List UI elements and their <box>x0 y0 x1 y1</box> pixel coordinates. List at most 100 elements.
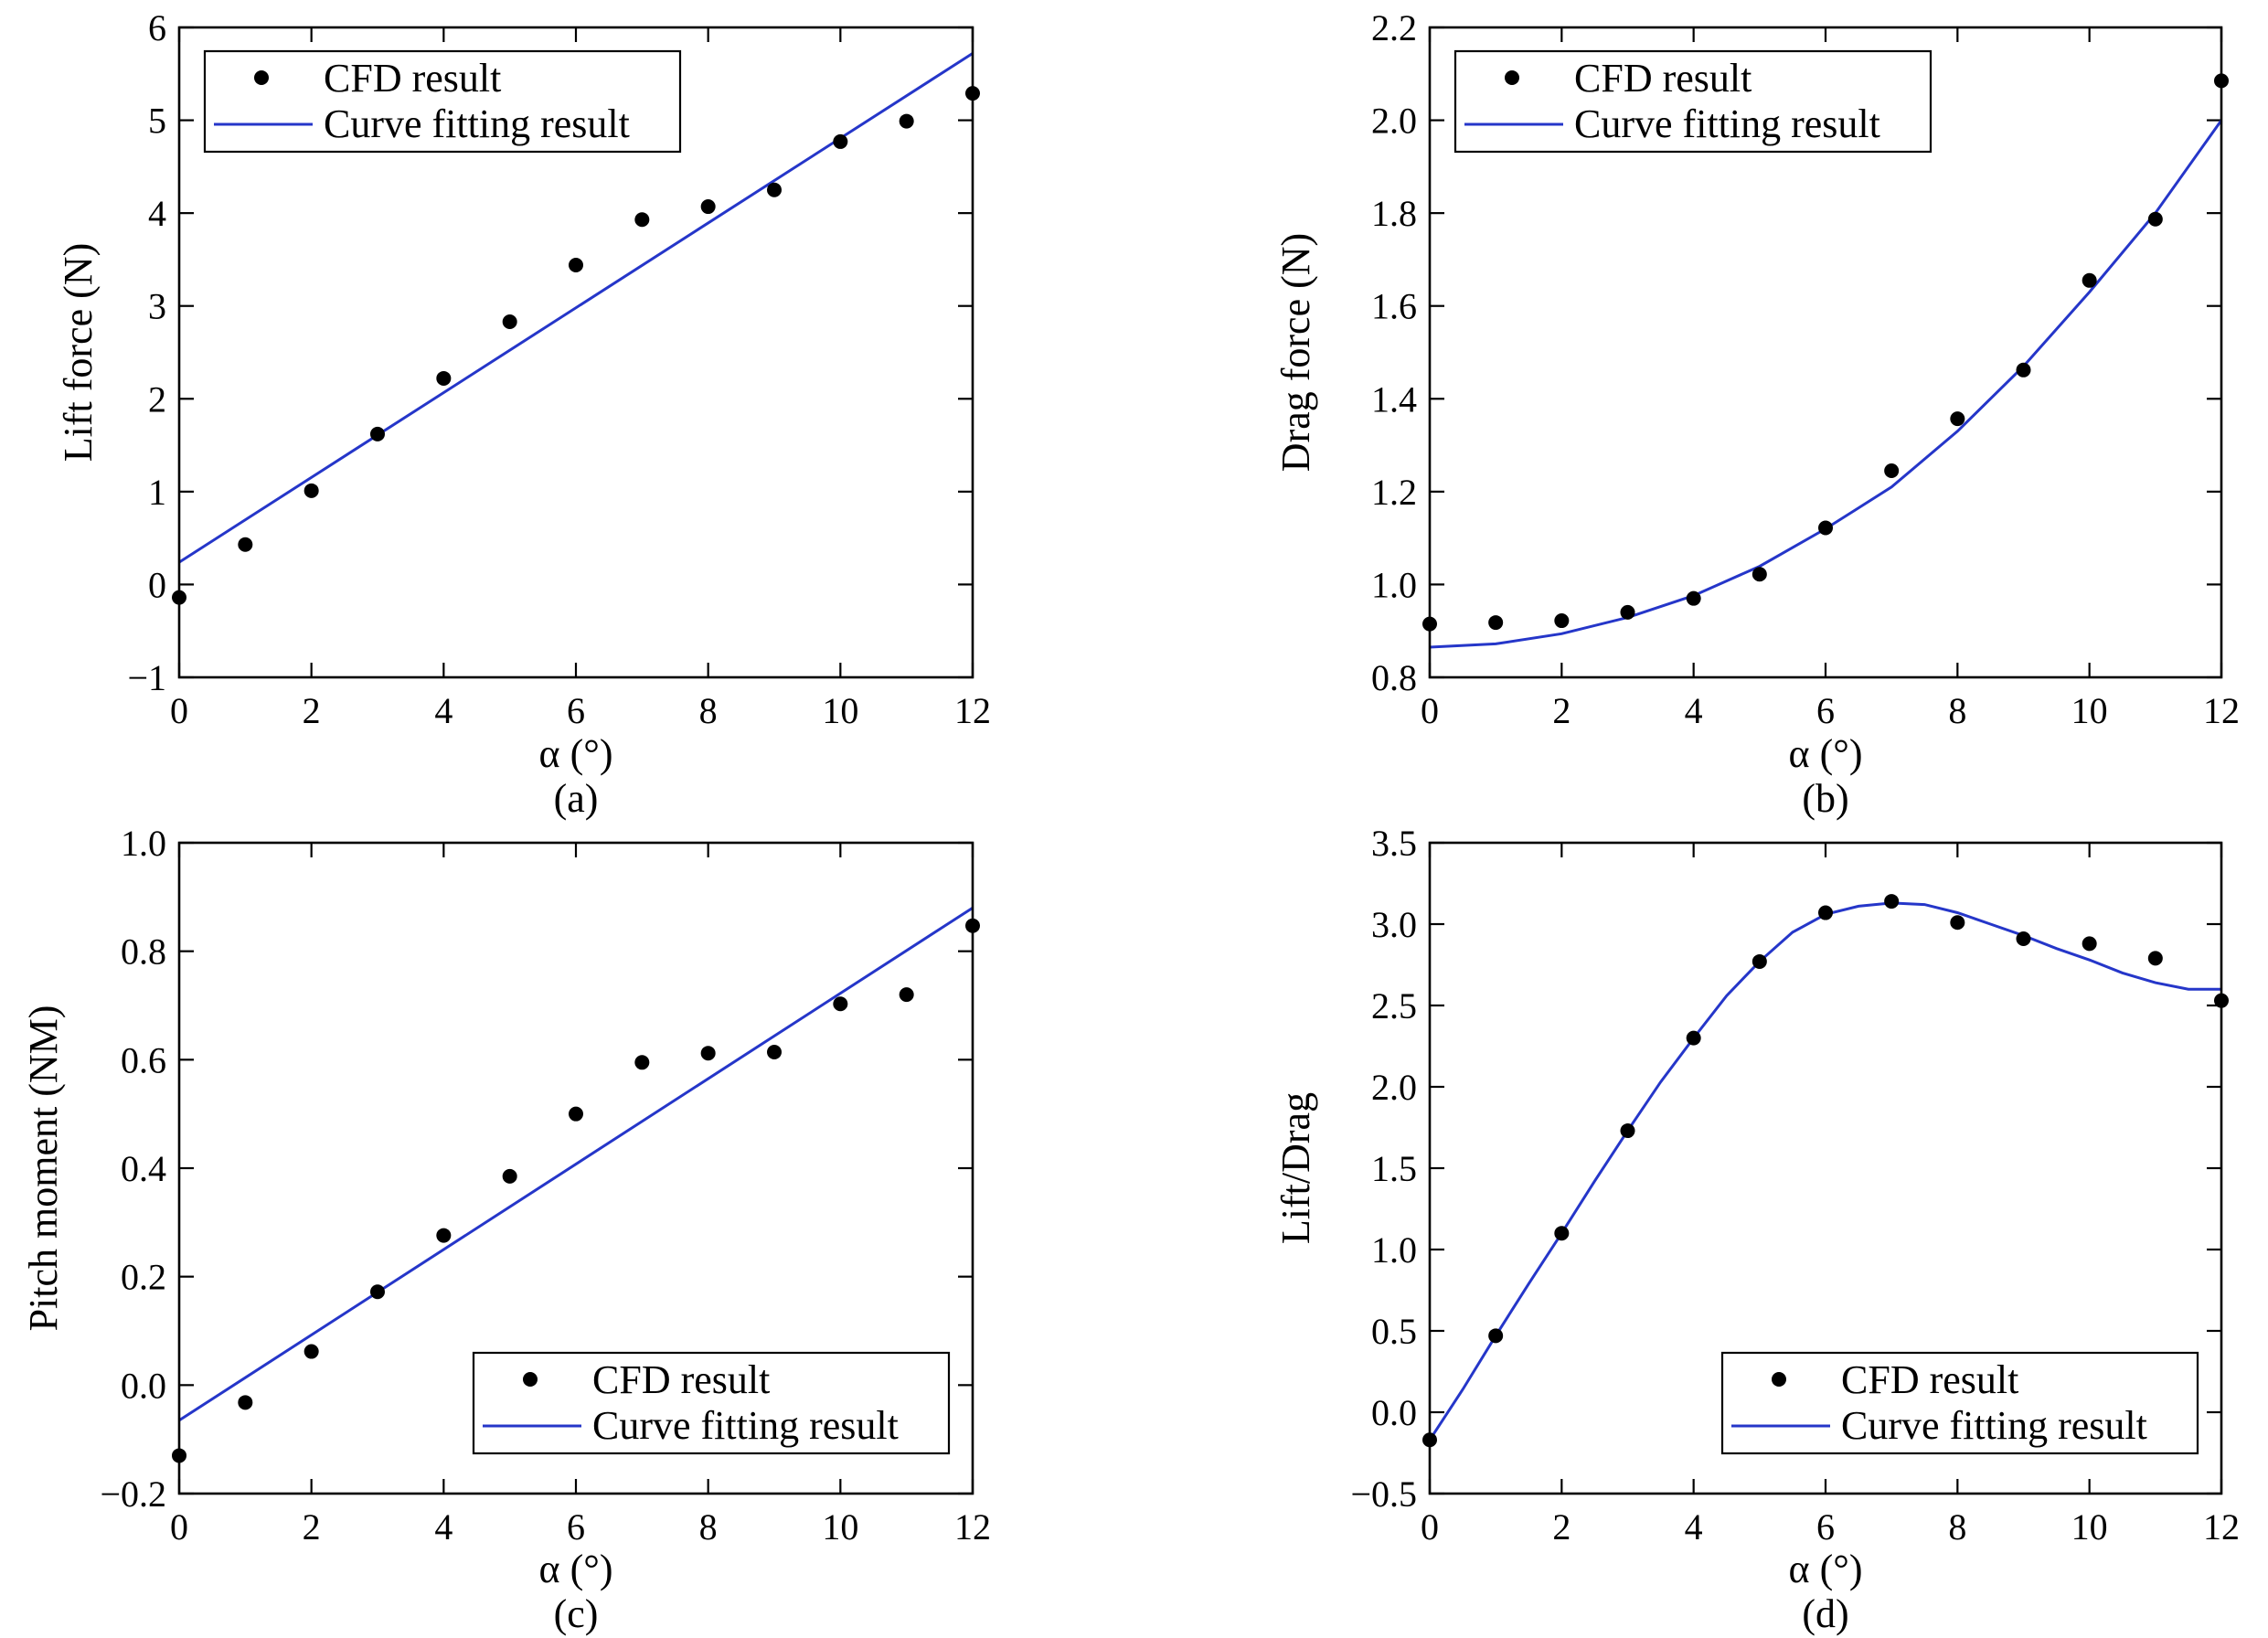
y-tick-label: 1.2 <box>1371 472 1417 513</box>
x-tick-label: 2 <box>1552 1506 1571 1548</box>
y-tick-label: 4 <box>148 193 166 234</box>
panel-caption: (c) <box>554 1591 599 1636</box>
panel-caption: (b) <box>1802 776 1848 821</box>
cfd-data-point <box>1488 1328 1504 1344</box>
cfd-data-point <box>1686 1030 1701 1046</box>
cfd-data-point <box>833 133 848 149</box>
legend-label-cfd: CFD result <box>592 1357 770 1402</box>
y-tick-label: 3.5 <box>1371 823 1417 864</box>
cfd-data-point <box>502 314 517 329</box>
legend-marker-cfd <box>1505 70 1519 85</box>
y-tick-label: 2.0 <box>1371 1067 1417 1108</box>
fit-curve-line <box>1429 119 2223 649</box>
cfd-data-point <box>238 1395 253 1410</box>
legend-marker-cfd <box>254 70 269 85</box>
panel-c-pitch-moment: 0 2 4 6 8 10 12 −0.2 0.0 0.2 0.4 0.6 0.8 1.0 CFD resul… <box>21 823 991 1636</box>
plot-frame <box>1428 26 2223 679</box>
y-tick-label: 1.8 <box>1371 193 1417 234</box>
cfd-data-point <box>303 1344 319 1359</box>
y-axis-title: Pitch moment (NM) <box>21 1005 66 1332</box>
cfd-data-point <box>899 987 914 1003</box>
cfd-data-point <box>1620 604 1635 620</box>
legend-label-fit: Curve fitting result <box>1841 1403 2147 1448</box>
y-tick-label: 1.5 <box>1371 1148 1417 1189</box>
x-tick-label: 2 <box>303 1506 321 1548</box>
panel-caption: (a) <box>554 776 599 821</box>
x-tick-label: 12 <box>954 1506 991 1548</box>
cfd-data-point <box>569 258 583 273</box>
x-tick-label: 2 <box>303 690 321 731</box>
cfd-data-point <box>2016 362 2031 378</box>
y-tick-label: 0.0 <box>121 1365 166 1406</box>
y-tick-label: 0.8 <box>121 931 166 973</box>
cfd-data-point <box>1950 411 1965 427</box>
cfd-data-point <box>1950 915 1965 931</box>
x-tick-label: 10 <box>822 690 858 731</box>
legend-label-fit: Curve fitting result <box>324 101 630 146</box>
legend-box <box>1453 49 1933 154</box>
y-tick-label: 0.2 <box>121 1257 166 1298</box>
legend-marker-cfd <box>523 1372 538 1387</box>
cfd-data-point <box>700 1046 716 1061</box>
panel-caption: (d) <box>1802 1591 1848 1636</box>
cfd-data-point <box>767 182 782 197</box>
cfd-data-point <box>1686 590 1701 606</box>
legend-box <box>472 1351 951 1455</box>
y-tick-label: 1.0 <box>1371 1229 1417 1271</box>
cfd-data-point <box>238 537 253 552</box>
y-tick-label: 1.4 <box>1371 378 1417 420</box>
y-tick-label: 6 <box>148 7 166 48</box>
x-axis-title: α (°) <box>1789 1547 1863 1591</box>
cfd-data-point <box>1884 463 1900 479</box>
cfd-data-point <box>370 1284 385 1300</box>
y-tick-label: 2 <box>148 378 166 420</box>
legend-marker-cfd <box>1772 1372 1786 1387</box>
legend-label-cfd: CFD result <box>1841 1357 2018 1402</box>
x-tick-label: 6 <box>567 1506 585 1548</box>
legend-box <box>203 49 682 154</box>
cfd-data-point <box>502 1168 517 1184</box>
plot-frame <box>177 841 974 1495</box>
x-tick-label: 10 <box>2071 1506 2108 1548</box>
x-axis-title: α (°) <box>1789 731 1863 776</box>
y-tick-label: 2.2 <box>1371 7 1417 48</box>
panel-d-lift-drag: 0 2 4 6 8 10 12 −0.5 0.0 0.5 1.0 1.5 2.0 2.5 3.0 3.5 CFD… <box>1273 823 2240 1636</box>
x-tick-label: 10 <box>822 1506 858 1548</box>
cfd-data-point <box>370 426 385 441</box>
cfd-data-point <box>2082 272 2097 288</box>
x-tick-label: 8 <box>1948 1506 1966 1548</box>
y-tick-label: 0.6 <box>121 1039 166 1080</box>
x-tick-label: 12 <box>2203 690 2240 731</box>
cfd-data-point <box>1818 520 1833 536</box>
cfd-data-point <box>700 199 716 215</box>
x-tick-label: 8 <box>699 690 718 731</box>
cfd-data-point <box>1488 615 1504 631</box>
cfd-data-point <box>436 370 452 386</box>
cfd-data-point <box>899 113 914 129</box>
x-tick-label: 12 <box>2203 1506 2240 1548</box>
y-tick-label: 1.0 <box>1371 564 1417 605</box>
y-tick-label: 1.6 <box>1371 286 1417 327</box>
x-tick-label: 6 <box>1816 690 1835 731</box>
cfd-data-point <box>569 1106 583 1122</box>
x-tick-label: 12 <box>954 690 991 731</box>
x-tick-label: 4 <box>434 1506 453 1548</box>
cfd-data-point <box>1554 1226 1570 1241</box>
y-tick-label: 0.0 <box>1371 1392 1417 1433</box>
y-tick-label: −1 <box>127 657 166 698</box>
y-tick-label: 0.5 <box>1371 1311 1417 1352</box>
y-tick-label: −0.2 <box>100 1473 166 1515</box>
plot-frame <box>1428 841 2223 1495</box>
y-tick-label: −0.5 <box>1350 1473 1417 1515</box>
legend-label-fit: Curve fitting result <box>1574 101 1880 146</box>
x-tick-label: 0 <box>1421 690 1439 731</box>
cfd-data-point <box>2147 211 2163 227</box>
y-tick-label: 0.4 <box>121 1148 166 1189</box>
x-tick-label: 0 <box>1421 1506 1439 1548</box>
cfd-data-point <box>767 1045 782 1060</box>
legend-label-fit: Curve fitting result <box>592 1403 899 1448</box>
